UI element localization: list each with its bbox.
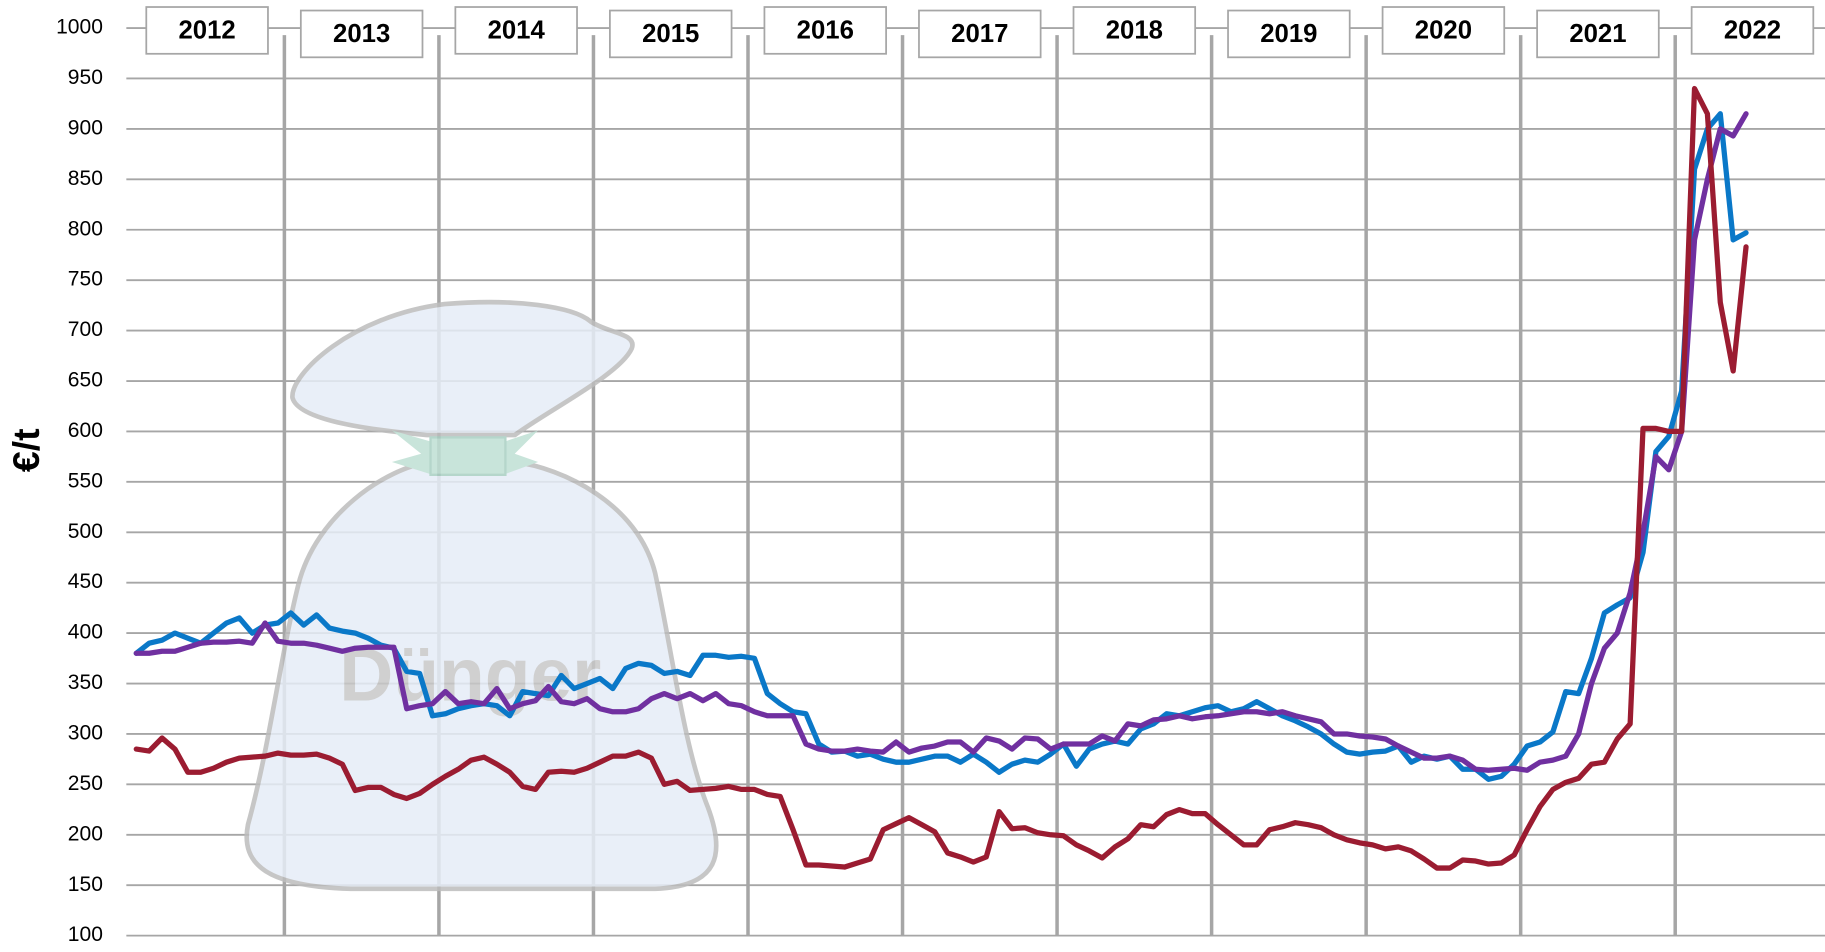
y-tick-label: 900 [68,116,103,139]
year-label: 2012 [179,16,236,44]
y-tick-label: 550 [68,469,103,492]
year-label: 2018 [1106,16,1163,44]
y-axis-label: €/t [5,428,47,472]
year-label: 2016 [797,16,854,44]
y-tick-label: 250 [68,772,103,795]
y-tick-label: 200 [68,822,103,845]
year-label: 2015 [642,20,699,48]
year-label: 2019 [1260,20,1317,48]
y-tick-label: 500 [68,520,103,543]
y-tick-label: 300 [68,722,103,745]
year-label: 2013 [333,20,390,48]
y-tick-label: 150 [68,873,103,896]
year-label: 2022 [1724,16,1781,44]
y-tick-label: 350 [68,671,103,694]
y-tick-label: 600 [68,419,103,442]
y-tick-label: 750 [68,268,103,291]
sack-top [292,302,632,435]
y-tick-label: 800 [68,217,103,240]
y-tick-label: 850 [68,167,103,190]
year-label: 2020 [1415,16,1472,44]
chart: Dünger 100 150 200 250 300 350 400 450 500 550 600… [0,0,1825,952]
y-tick-label: 100 [68,923,103,946]
y-tick-label: 450 [68,570,103,593]
page: {"chart_data": { "type": "line", "y_labe… [0,0,1825,952]
year-label: 2021 [1569,20,1626,48]
sack-knot [431,437,506,474]
y-tick-label: 700 [68,318,103,341]
sack-watermark: Dünger [247,302,717,889]
y-tick-label: 650 [68,369,103,392]
y-tick-label: 950 [68,66,103,89]
year-label: 2014 [488,16,546,44]
y-tick-label: 400 [68,621,103,644]
year-label: 2017 [951,20,1008,48]
y-tick-label: 1000 [56,16,103,39]
